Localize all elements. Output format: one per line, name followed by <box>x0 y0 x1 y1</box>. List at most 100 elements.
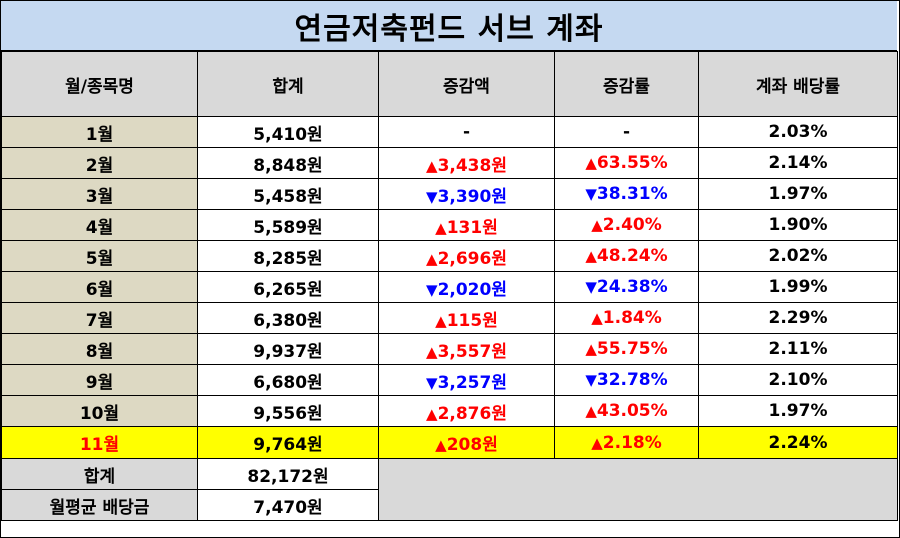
month-cell: 10월 <box>1 395 198 427</box>
change-cell: ▲2,876원 <box>378 395 555 427</box>
change-cell: ▲3,557원 <box>378 333 555 365</box>
change-cell-value: 3,557원 <box>437 341 507 362</box>
month-cell: 9월 <box>1 364 198 396</box>
total-cell: 5,410원 <box>197 116 379 148</box>
table-row: 10월 9,556원 ▲2,876원 ▲43.05% 1.97% <box>1 395 898 427</box>
change-cell-value: 131원 <box>446 217 498 238</box>
yield-cell: 1.90% <box>698 209 898 241</box>
total-cell: 6,680원 <box>197 364 379 396</box>
total-cell: 5,589원 <box>197 209 379 241</box>
page-title: 연금저축펀드 서브 계좌 <box>1 1 897 51</box>
rate-cell-value: 1.84% <box>602 308 662 328</box>
table-row: 6월 6,265원 ▼2,020원 ▼24.38% 1.99% <box>1 271 898 303</box>
header-row: 월/종목명 합계 증감액 증감률 계좌 배당률 <box>1 51 898 117</box>
triangle-up-icon: ▲ <box>585 247 597 265</box>
rate-cell-value: 32.78% <box>596 370 668 390</box>
change-cell: ▲2,696원 <box>378 240 555 272</box>
table-row: 9월 6,680원 ▼3,257원 ▼32.78% 2.10% <box>1 364 898 396</box>
triangle-up-icon: ▲ <box>435 311 447 330</box>
triangle-up-icon: ▲ <box>585 154 597 172</box>
change-cell-value: 208원 <box>446 435 498 455</box>
change-cell: ▼3,257원 <box>378 364 555 396</box>
triangle-up-icon: ▲ <box>426 342 438 361</box>
header-month: 월/종목명 <box>1 51 198 117</box>
header-rate: 증감률 <box>554 51 699 117</box>
change-cell-value: 3,257원 <box>437 372 507 393</box>
triangle-up-icon: ▲ <box>591 433 603 452</box>
triangle-down-icon: ▼ <box>426 280 438 299</box>
total-cell: 8,848원 <box>197 147 379 179</box>
change-cell: ▲131원 <box>378 209 555 241</box>
change-cell-value: 2,020원 <box>437 279 507 300</box>
summary-label: 월평균 배당금 <box>1 489 198 521</box>
change-cell-value: 115원 <box>446 310 498 331</box>
yield-cell: 2.11% <box>698 333 898 365</box>
header-total: 합계 <box>197 51 379 117</box>
rate-cell-value: 2.40% <box>602 215 662 235</box>
triangle-up-icon: ▲ <box>426 156 438 175</box>
triangle-up-icon: ▲ <box>585 340 597 358</box>
summary-row: 합계 82,172원 <box>1 458 898 521</box>
triangle-up-icon: ▲ <box>426 249 438 268</box>
rate-cell: ▼38.31% <box>554 178 699 210</box>
month-cell: 6월 <box>1 271 198 303</box>
triangle-down-icon: ▼ <box>585 278 597 296</box>
rate-cell: ▼32.78% <box>554 364 699 396</box>
summary-label: 합계 <box>1 458 198 490</box>
table-row: 1월 5,410원 - -2.03% <box>1 116 898 148</box>
rate-cell-value: 24.38% <box>596 277 668 297</box>
rate-cell: ▲43.05% <box>554 395 699 427</box>
summary-row: 월평균 배당금 7,470원 <box>1 489 898 521</box>
month-cell: 11월 <box>1 426 198 459</box>
rate-cell-value: 55.75% <box>596 339 668 359</box>
rate-cell: ▲1.84% <box>554 302 699 334</box>
month-cell: 2월 <box>1 147 198 179</box>
summary-empty-area <box>378 458 898 521</box>
change-cell-value: 3,390원 <box>437 186 507 207</box>
rate-cell: ▲2.18% <box>554 426 699 459</box>
month-cell: 8월 <box>1 333 198 365</box>
total-cell: 9,764원 <box>197 426 379 459</box>
yield-cell: 1.97% <box>698 395 898 427</box>
total-cell: 9,937원 <box>197 333 379 365</box>
month-cell: 3월 <box>1 178 198 210</box>
change-cell: ▼2,020원 <box>378 271 555 303</box>
yield-cell: 1.99% <box>698 271 898 303</box>
yield-cell: 2.29% <box>698 302 898 334</box>
total-cell: 6,265원 <box>197 271 379 303</box>
yield-cell: 2.02% <box>698 240 898 272</box>
rate-cell: ▲63.55% <box>554 147 699 179</box>
rate-cell-value: 38.31% <box>596 184 668 204</box>
triangle-down-icon: ▼ <box>585 371 597 389</box>
table-row: 8월 9,937원 ▲3,557원 ▲55.75% 2.11% <box>1 333 898 365</box>
rate-cell: ▼24.38% <box>554 271 699 303</box>
header-change: 증감액 <box>378 51 555 117</box>
rate-cell-value: 48.24% <box>596 246 668 266</box>
month-cell: 1월 <box>1 116 198 148</box>
header-yield: 계좌 배당률 <box>698 51 898 117</box>
rate-cell: - <box>554 116 699 148</box>
month-cell: 5월 <box>1 240 198 272</box>
triangle-down-icon: ▼ <box>585 185 597 203</box>
change-cell: ▼3,390원 <box>378 178 555 210</box>
rate-cell-value: 43.05% <box>596 401 668 421</box>
month-cell: 4월 <box>1 209 198 241</box>
triangle-up-icon: ▲ <box>426 404 438 423</box>
total-cell: 5,458원 <box>197 178 379 210</box>
month-cell: 7월 <box>1 302 198 334</box>
table-row: 3월 5,458원 ▼3,390원 ▼38.31% 1.97% <box>1 178 898 210</box>
change-cell: - <box>378 116 555 148</box>
change-cell: ▲208원 <box>378 426 555 459</box>
yield-cell: 1.97% <box>698 178 898 210</box>
triangle-up-icon: ▲ <box>591 309 603 327</box>
change-cell-value: 2,876원 <box>437 403 507 424</box>
yield-cell: 2.03% <box>698 116 898 148</box>
yield-cell: 2.10% <box>698 364 898 396</box>
total-cell: 9,556원 <box>197 395 379 427</box>
triangle-up-icon: ▲ <box>591 216 603 234</box>
change-cell-value: 3,438원 <box>437 155 507 176</box>
triangle-up-icon: ▲ <box>585 402 597 420</box>
rate-cell: ▲2.40% <box>554 209 699 241</box>
yield-cell: 2.24% <box>698 426 898 459</box>
rate-cell: ▲48.24% <box>554 240 699 272</box>
